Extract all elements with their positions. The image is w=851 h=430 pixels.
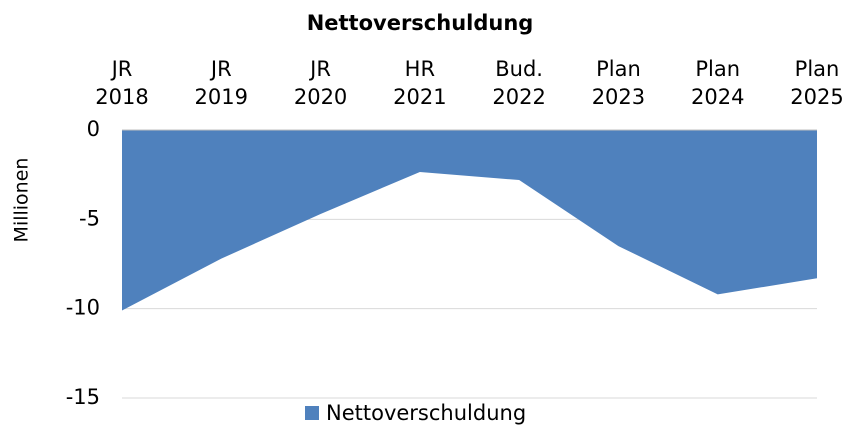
x-tick-label: Plan 2025: [790, 57, 843, 109]
x-tick-label: Bud. 2022: [492, 57, 545, 109]
chart-title: Nettoverschuldung: [307, 11, 534, 35]
legend-swatch: [305, 406, 319, 420]
x-tick-label: JR 2020: [294, 57, 347, 109]
x-tick-label: HR 2021: [393, 57, 446, 109]
x-tick-label: JR 2019: [195, 57, 248, 109]
y-tick-label: -10: [66, 296, 100, 320]
area: [122, 130, 817, 311]
y-tick-label: -15: [66, 385, 100, 409]
x-tick-label: JR 2018: [95, 57, 148, 109]
x-tick-label: Plan 2023: [592, 57, 645, 109]
y-tick-label: 0: [87, 117, 100, 141]
x-tick-label: Plan 2024: [691, 57, 744, 109]
legend-label: Nettoverschuldung: [326, 401, 526, 425]
y-tick-label: -5: [79, 206, 100, 230]
y-axis-label: Millionen: [11, 158, 33, 243]
